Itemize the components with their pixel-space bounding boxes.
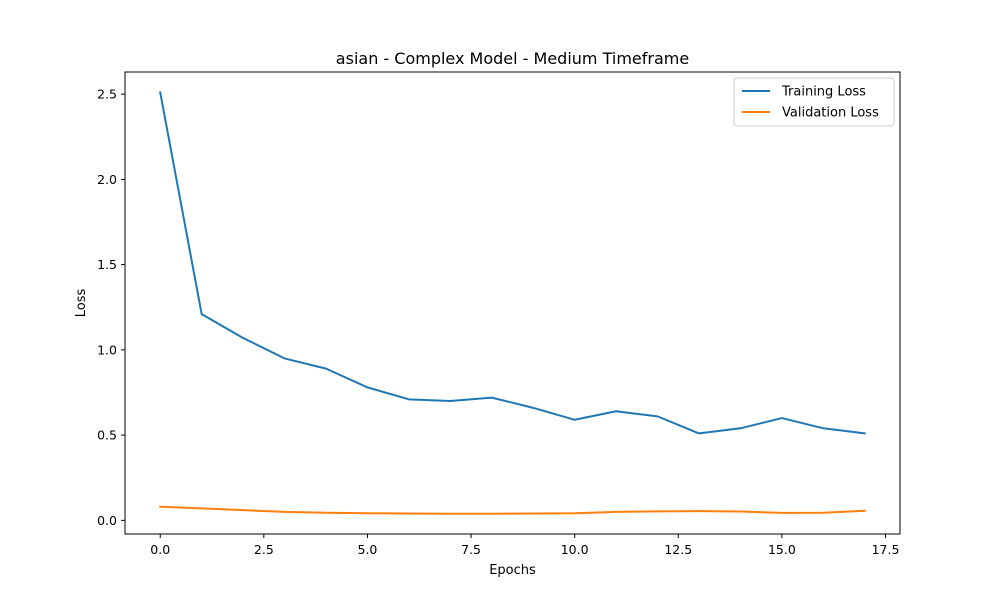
x-tick-label: 2.5 <box>254 542 274 557</box>
x-tick-label: 5.0 <box>358 542 378 557</box>
x-tick-label: 15.0 <box>768 542 796 557</box>
x-axis-label: Epochs <box>489 563 536 578</box>
legend-box <box>733 77 895 127</box>
plot-area: 0.0 2.5 5.0 7.5 10.0 12.5 15.0 17.5 0.0 0.5 1.0 1.5… <box>97 71 901 557</box>
x-tick-label: 10.0 <box>561 542 589 557</box>
y-tick-label: 0.5 <box>97 428 117 443</box>
y-tick-label: 2.5 <box>97 87 117 102</box>
x-tick-label: 12.5 <box>664 542 692 557</box>
x-tick-label: 0.0 <box>150 542 170 557</box>
x-tick-label: 7.5 <box>461 542 481 557</box>
legend-label-0: Training Loss <box>781 85 866 100</box>
y-axis-label: Loss <box>74 289 89 318</box>
y-tick-label: 1.5 <box>97 257 117 272</box>
series-line-0 <box>159 91 866 435</box>
plot-frame <box>124 71 901 535</box>
x-tick-label: 17.5 <box>872 542 900 557</box>
legend: Training Loss Validation Loss <box>733 77 895 127</box>
chart-title: asian - Complex Model - Medium Timeframe <box>336 49 689 68</box>
y-tick-label: 1.0 <box>97 342 117 357</box>
y-tick-label: 0.0 <box>97 513 117 528</box>
legend-label-1: Validation Loss <box>782 106 879 121</box>
series-line-1 <box>159 505 866 515</box>
y-tick-label: 2.0 <box>97 172 117 187</box>
